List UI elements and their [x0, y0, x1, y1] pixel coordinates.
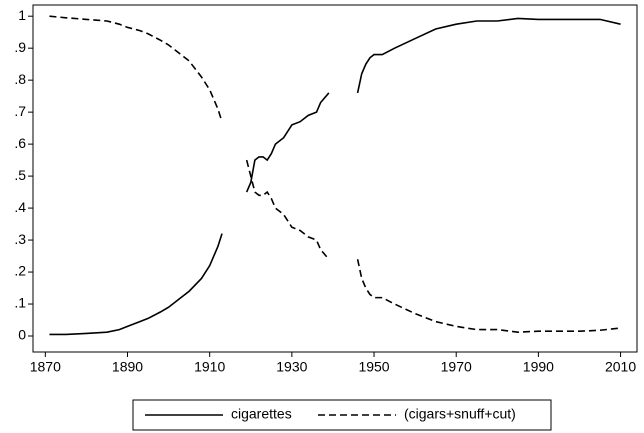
series-line	[49, 15, 621, 333]
y-tick-label: .7	[14, 103, 26, 119]
legend-box	[132, 399, 552, 431]
legend-label: cigarettes	[231, 406, 292, 422]
y-tick-label: .8	[14, 71, 26, 87]
x-tick-label: 1970	[441, 359, 472, 375]
y-tick-label: .3	[14, 231, 26, 247]
x-tick-label: 1890	[112, 359, 143, 375]
plot-frame	[32, 4, 638, 353]
x-tick-label: 1870	[30, 359, 61, 375]
legend-label: (cigars+snuff+cut)	[404, 406, 516, 422]
x-tick-label: 1910	[194, 359, 225, 375]
y-tick-label: .2	[14, 263, 26, 279]
x-tick-label: 2010	[605, 359, 636, 375]
y-tick-label: .6	[14, 135, 26, 151]
y-tick-label: .4	[14, 199, 26, 215]
y-tick-label: .1	[14, 295, 26, 311]
y-tick-label: 0	[18, 327, 26, 343]
x-tick-label: 1990	[523, 359, 554, 375]
x-tick-label: 1950	[358, 359, 389, 375]
x-tick-label: 1930	[276, 359, 307, 375]
y-tick-label: .5	[14, 167, 26, 183]
y-tick-label: .9	[14, 39, 26, 55]
y-tick-label: 1	[18, 7, 26, 23]
series-line	[49, 17, 621, 336]
